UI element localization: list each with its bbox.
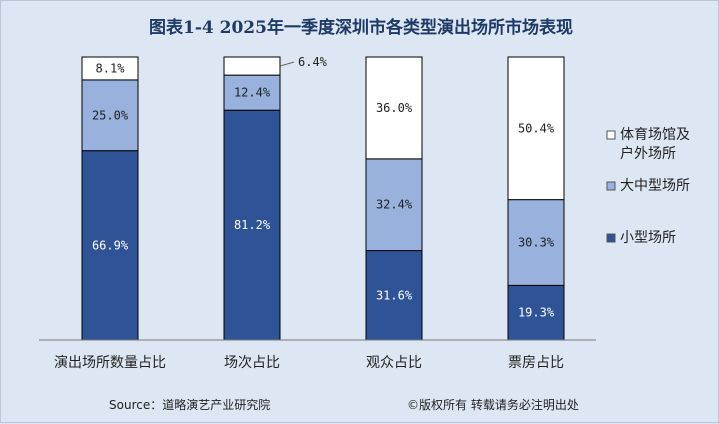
data-label: 66.9% [92,238,129,252]
category-labels: 演出场所数量占比 场次占比 观众占比 票房占比 [54,355,564,371]
bars-layer: 66.9% 25.0% 8.1% 81.2% 12.4% 6.4% 31.6% 32.4% 36… [81,55,565,341]
source-note: Source：道略演艺产业研究院 [109,397,270,412]
legend-label: 体育场馆及 [620,127,690,143]
bar-segment [81,79,139,152]
bar-segment [507,56,565,201]
data-label: 6.4% [298,55,328,69]
data-label: 81.2% [234,218,271,232]
bar-segment [507,284,565,341]
legend-label: 大中型场所 [620,178,690,194]
data-label: 32.4% [376,198,413,212]
copyright-note: ©版权所有 转载请务必注明出处 [407,397,579,412]
bar-segment [223,56,281,76]
data-label: 19.3% [518,306,555,320]
data-label: 25.0% [92,108,129,122]
data-label: 36.0% [376,101,413,115]
data-label: 12.4% [234,86,271,100]
legend-swatch [606,181,616,191]
legend-swatch [606,130,616,140]
legend-label: 小型场所 [620,230,676,246]
legend-label: 户外场所 [620,145,676,162]
data-label: 8.1% [96,61,126,75]
category-label: 票房占比 [508,355,564,371]
category-label: 观众占比 [366,355,422,371]
bar-segment [507,199,565,286]
legend-swatch [606,233,616,243]
category-label: 场次占比 [224,355,280,371]
bar-segment [365,56,423,160]
data-label: 30.3% [518,236,555,250]
bar-segment [223,74,281,111]
data-label: 50.4% [518,121,555,135]
bar-segment [223,109,281,341]
bar-segment [365,158,423,252]
chart-title: 图表1-4 2025年一季度深圳市各类型演出场所市场表现 [149,17,573,38]
category-label: 演出场所数量占比 [54,355,166,371]
data-label: 31.6% [376,288,413,302]
bar-segment [81,56,139,81]
leader-line [279,61,295,67]
bar-segment [81,150,139,341]
